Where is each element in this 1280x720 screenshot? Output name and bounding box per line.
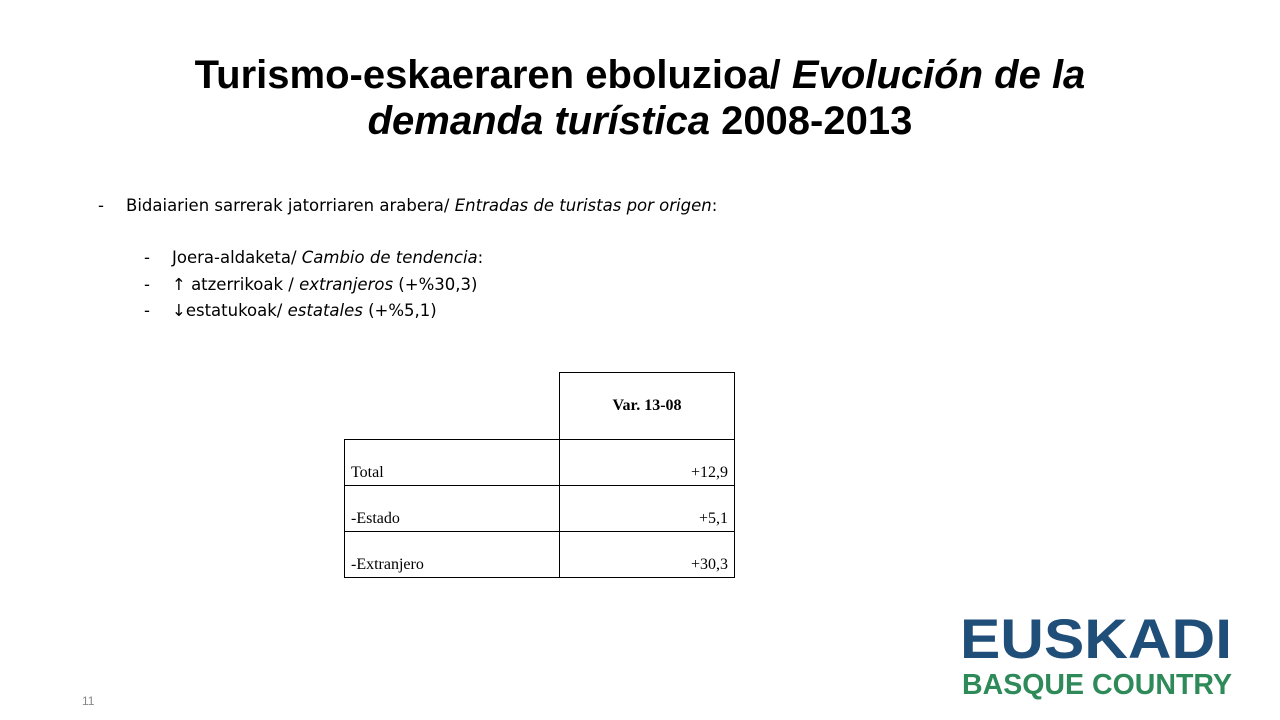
slide-title: Turismo-eskaeraren eboluzioa/ Evolución …: [60, 52, 1220, 144]
table-header-cell: Var. 13-08: [559, 372, 735, 440]
row-label: Total: [344, 439, 560, 486]
title-bold-part: Turismo-eskaeraren eboluzioa/: [194, 53, 792, 97]
bullet-dash: -: [98, 196, 104, 215]
title-line-2: demanda turística 2008-2013: [60, 98, 1220, 144]
title-years: 2008-2013: [709, 99, 913, 143]
row-label: -Extranjero: [344, 531, 560, 578]
bullet-sub-3: - ↓estatukoak/ estatales (+%5,1): [144, 301, 437, 320]
row-value: +12,9: [559, 439, 735, 486]
bullet-suffix: :: [711, 196, 718, 215]
title-italic-part-1: Evolución de la: [791, 53, 1086, 97]
bullet-suffix: :: [477, 248, 484, 267]
table-row: -Extranjero +30,3: [344, 531, 735, 578]
bullet-italic: estatales: [287, 301, 363, 320]
bullet-suffix: (+%30,3): [393, 275, 478, 294]
bullet-main: - Bidaiarien sarrerak jatorriaren arabera…: [98, 196, 717, 215]
bullet-text: ↑ atzerrikoak /: [172, 275, 300, 294]
variation-table: Var. 13-08 Total +12,9 -Estado +5,1 -Ext…: [344, 372, 735, 578]
row-value: +30,3: [559, 531, 735, 578]
bullet-dash: -: [144, 301, 150, 320]
bullet-dash: -: [144, 248, 150, 267]
page-number: 11: [82, 694, 95, 708]
bullet-suffix: (+%5,1): [362, 301, 437, 320]
bullet-sub-1: - Joera-aldaketa/ Cambio de tendencia:: [144, 248, 483, 267]
title-italic-part-2: demanda turística: [367, 99, 710, 143]
bullet-text: ↓estatukoak/: [172, 301, 288, 320]
row-value: +5,1: [559, 485, 735, 532]
table-corner-cell: [344, 372, 560, 440]
bullet-text: Joera-aldaketa/: [172, 248, 302, 267]
table-row: -Estado +5,1: [344, 485, 735, 532]
table-row: Total +12,9: [344, 439, 735, 486]
bullet-sub-2: - ↑ atzerrikoak / extranjeros (+%30,3): [144, 275, 477, 294]
bullet-italic: Entradas de turistas por origen: [454, 196, 712, 215]
euskadi-logo: EUSKADI BASQUE COUNTRY: [960, 607, 1232, 701]
bullet-text: Bidaiarien sarrerak jatorriaren arabera/: [126, 196, 455, 215]
svg-text:EUSKADI: EUSKADI: [960, 607, 1232, 670]
title-line-1: Turismo-eskaeraren eboluzioa/ Evolución …: [60, 52, 1220, 98]
svg-text:BASQUE COUNTRY: BASQUE COUNTRY: [962, 669, 1232, 701]
table-header-row: Var. 13-08: [344, 372, 735, 440]
bullet-italic: extranjeros: [299, 275, 394, 294]
row-label: -Estado: [344, 485, 560, 532]
bullet-italic: Cambio de tendencia: [301, 248, 478, 267]
bullet-dash: -: [144, 275, 150, 294]
